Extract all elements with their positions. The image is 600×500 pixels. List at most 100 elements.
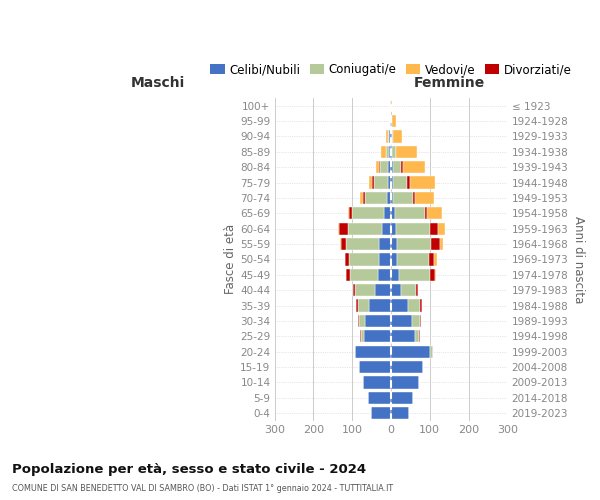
Bar (391, 176, 393, 188)
Bar (376, 161, 379, 173)
Bar (403, 161, 425, 173)
Bar (379, 238, 391, 250)
Bar (358, 300, 369, 312)
Bar (346, 268, 350, 281)
Bar (358, 315, 359, 327)
Y-axis label: Anni di nascita: Anni di nascita (572, 216, 585, 303)
Bar (391, 330, 415, 342)
Text: Maschi: Maschi (131, 76, 185, 90)
Bar (439, 222, 445, 235)
Bar (364, 330, 391, 342)
Bar (393, 176, 407, 188)
Bar (391, 146, 392, 158)
Bar (440, 238, 443, 250)
Bar (338, 222, 339, 235)
Bar (365, 315, 391, 327)
Bar (355, 284, 375, 296)
Bar (391, 238, 397, 250)
Bar (394, 130, 402, 142)
Bar (416, 284, 418, 296)
Bar (415, 330, 419, 342)
Bar (391, 284, 401, 296)
Bar (394, 192, 413, 204)
Bar (371, 407, 391, 420)
Bar (395, 146, 417, 158)
Bar (391, 161, 392, 173)
Y-axis label: Fasce di età: Fasce di età (224, 224, 238, 294)
Bar (362, 192, 365, 204)
Bar (380, 161, 388, 173)
Bar (371, 176, 374, 188)
Bar (360, 330, 361, 342)
Bar (391, 361, 423, 373)
Bar (415, 192, 434, 204)
Bar (369, 300, 391, 312)
Bar (434, 254, 437, 266)
Bar (382, 222, 391, 235)
Bar (346, 238, 379, 250)
Bar (349, 222, 382, 235)
Bar (391, 376, 419, 388)
Bar (390, 100, 391, 112)
Bar (391, 115, 392, 127)
Bar (382, 146, 386, 158)
Bar (347, 207, 349, 220)
Bar (408, 300, 420, 312)
Bar (356, 300, 358, 312)
Bar (391, 300, 408, 312)
Bar (368, 176, 371, 188)
Bar (391, 346, 430, 358)
Bar (391, 392, 413, 404)
Bar (360, 192, 362, 204)
Bar (391, 254, 397, 266)
Bar (384, 207, 391, 220)
Bar (388, 176, 391, 188)
Bar (420, 315, 421, 327)
Bar (374, 176, 388, 188)
Bar (391, 192, 394, 204)
Bar (389, 130, 391, 142)
Bar (392, 146, 395, 158)
Bar (362, 376, 391, 388)
Bar (388, 130, 389, 142)
Text: Popolazione per età, sesso e stato civile - 2024: Popolazione per età, sesso e stato civil… (12, 462, 366, 475)
Bar (391, 315, 412, 327)
Bar (378, 268, 391, 281)
Bar (390, 115, 391, 127)
Bar (341, 238, 346, 250)
Bar (391, 207, 395, 220)
Bar (425, 207, 427, 220)
Bar (435, 268, 436, 281)
Bar (355, 346, 391, 358)
Bar (391, 100, 392, 112)
Bar (388, 161, 391, 173)
Bar (395, 207, 425, 220)
Bar (413, 192, 415, 204)
Bar (345, 254, 349, 266)
Bar (391, 222, 395, 235)
Bar (361, 330, 364, 342)
Bar (349, 254, 379, 266)
Bar (410, 176, 435, 188)
Bar (392, 115, 395, 127)
Text: COMUNE DI SAN BENEDETTO VAL DI SAMBRO (BO) - Dati ISTAT 1° gennaio 2024 - TUTTIT: COMUNE DI SAN BENEDETTO VAL DI SAMBRO (B… (12, 484, 393, 493)
Bar (368, 392, 391, 404)
Bar (401, 284, 416, 296)
Bar (349, 207, 352, 220)
Bar (389, 146, 391, 158)
Bar (386, 130, 388, 142)
Bar (431, 238, 440, 250)
Bar (395, 222, 430, 235)
Bar (430, 222, 439, 235)
Bar (429, 254, 434, 266)
Bar (391, 268, 399, 281)
Bar (397, 238, 431, 250)
Legend: Celibi/Nubili, Coniugati/e, Vedovi/e, Divorziati/e: Celibi/Nubili, Coniugati/e, Vedovi/e, Di… (206, 58, 577, 81)
Bar (412, 315, 420, 327)
Bar (352, 207, 384, 220)
Bar (387, 192, 391, 204)
Bar (353, 284, 355, 296)
Bar (386, 146, 389, 158)
Bar (397, 254, 429, 266)
Bar (375, 284, 391, 296)
